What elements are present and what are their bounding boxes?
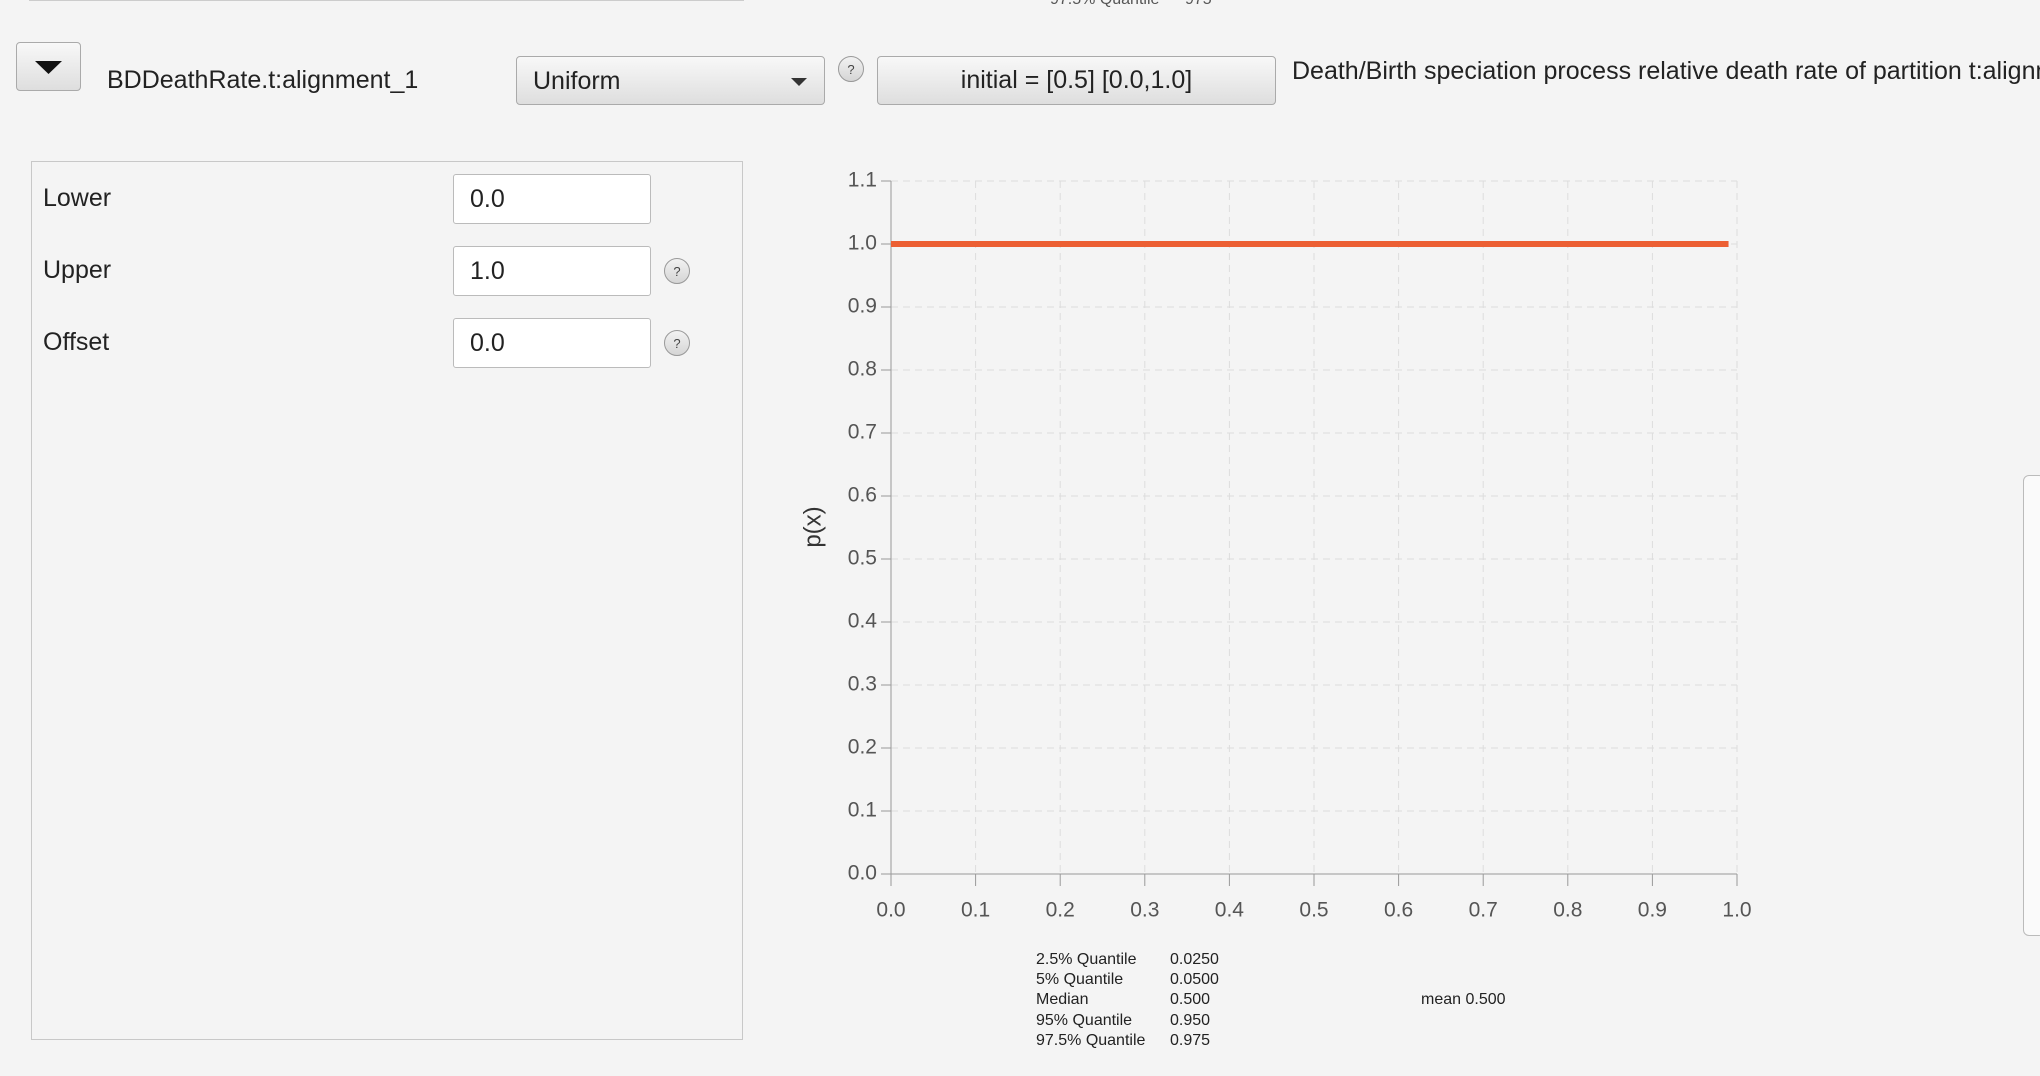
distribution-combo[interactable]: Uniform bbox=[516, 56, 825, 105]
y-tick-label: 0.2 bbox=[848, 736, 877, 759]
y-tick-label: 0.9 bbox=[848, 295, 877, 318]
combo-arrow bbox=[791, 78, 807, 86]
collapse-button[interactable] bbox=[16, 42, 81, 91]
description: Death/Birth speciation process relative … bbox=[1292, 57, 2040, 85]
quantile-value: 0.0250 bbox=[1170, 951, 1219, 968]
combo-value: Uniform bbox=[533, 67, 621, 95]
quantile-label: 2.5% Quantile bbox=[1036, 951, 1137, 968]
quantile-value: 0.950 bbox=[1170, 1011, 1211, 1029]
x-tick-label: 0.6 bbox=[1384, 899, 1413, 922]
y-tick-label: 0.4 bbox=[848, 610, 878, 633]
x-tick-label: 0.2 bbox=[1046, 899, 1075, 922]
initial-button[interactable]: initial = [0.5] [0.0,1.0] bbox=[877, 56, 1276, 105]
x-tick-label: 0.3 bbox=[1130, 899, 1159, 922]
quantile-value: 0.0500 bbox=[1170, 971, 1219, 989]
quantile-label: Median bbox=[1036, 991, 1089, 1009]
y-tick-label: 0.0 bbox=[848, 862, 877, 885]
quantile-label: 5% Quantile bbox=[1036, 971, 1124, 989]
quantile-label: 95% Quantile bbox=[1036, 1011, 1133, 1029]
parameter-input[interactable]: 1.0 bbox=[453, 246, 651, 296]
x-tick-label: 0.1 bbox=[961, 899, 990, 922]
y-tick-label: 0.5 bbox=[848, 547, 877, 570]
y-tick-label: 0.8 bbox=[848, 358, 877, 381]
x-tick-label: 0.8 bbox=[1553, 899, 1582, 922]
chart: p(x) 0.0 0.1 0.2 0.3 0.4 0.5 0.6 0.7 0.8 0.9 1.0 1.… bbox=[799, 169, 1751, 922]
arrow-icon bbox=[35, 61, 62, 74]
y-tick-label: 0.3 bbox=[848, 673, 877, 696]
y-tick-label: 0.1 bbox=[848, 799, 877, 822]
quantile-value: 0.975 bbox=[1170, 1031, 1211, 1049]
y-tick-label: 1.1 bbox=[848, 169, 877, 192]
parameter-label: Lower bbox=[43, 184, 112, 212]
help-button[interactable]: ? bbox=[664, 330, 690, 356]
mean: mean 0.500 bbox=[1421, 991, 1506, 1008]
clipped-label: 97.5% Quantile bbox=[1050, 0, 1159, 9]
x-tick-label: 0.9 bbox=[1638, 899, 1667, 922]
help-button[interactable]: ? bbox=[664, 258, 690, 284]
parameter-label: Upper bbox=[43, 256, 112, 284]
quantile-value: 0.500 bbox=[1170, 991, 1211, 1009]
x-tick-label: 0.7 bbox=[1469, 899, 1498, 922]
parameter-input[interactable]: 0.0 bbox=[453, 318, 651, 368]
help-button[interactable]: ? bbox=[838, 56, 864, 82]
quantile-label: 97.5% Quantile bbox=[1036, 1031, 1146, 1049]
y-tick-label: 0.6 bbox=[848, 484, 877, 507]
y-tick-label: 1.0 bbox=[848, 232, 877, 255]
parameter-input[interactable]: 0.0 bbox=[453, 174, 651, 224]
x-tick-label: 1.0 bbox=[1722, 899, 1751, 922]
x-tick-label: 0.5 bbox=[1299, 899, 1328, 922]
y-tick-label: 0.7 bbox=[848, 421, 877, 444]
parameter-panel bbox=[31, 161, 743, 1040]
prior-name: BDDeathRate.t:alignment_1 bbox=[107, 66, 419, 94]
y-axis-label: p(x) bbox=[799, 506, 826, 547]
divider bbox=[29, 0, 744, 1]
x-tick-label: 0.0 bbox=[876, 899, 905, 922]
scrollbar[interactable] bbox=[2023, 475, 2040, 936]
parameter-label: Offset bbox=[43, 328, 110, 356]
clipped-value: 975 bbox=[1185, 0, 1212, 9]
x-tick-label: 0.4 bbox=[1215, 899, 1245, 922]
